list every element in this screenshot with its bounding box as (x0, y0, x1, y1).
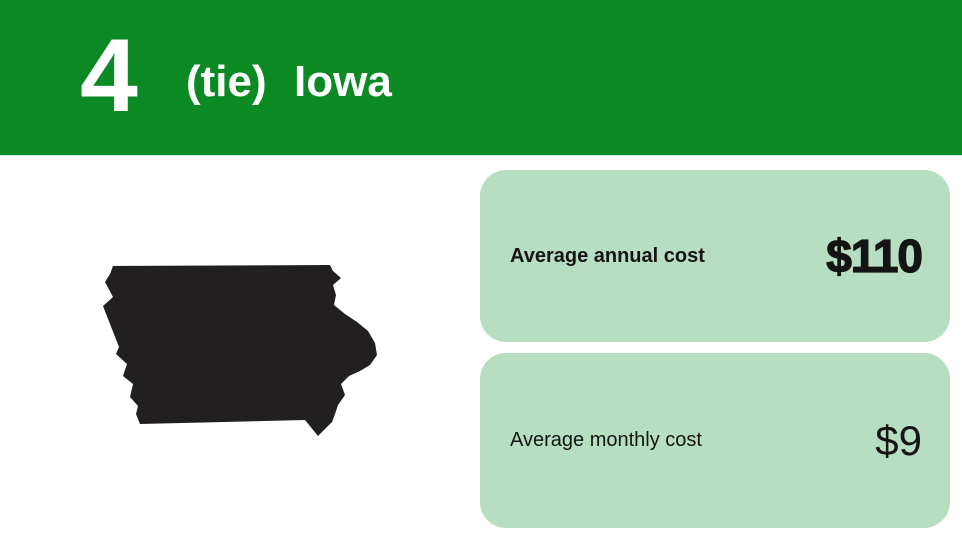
rank-banner: 4 (tie) Iowa (0, 0, 962, 156)
state-name: Iowa (294, 57, 392, 106)
rank-tie-qualifier: (tie) (186, 57, 267, 106)
stat-card-annual-cost: Average annual cost $110 (480, 170, 950, 342)
monthly-cost-value: $9 (875, 416, 922, 464)
annual-cost-value: $110 (826, 229, 924, 282)
rank-number: 4 (80, 18, 138, 134)
annual-cost-label: Average annual cost (510, 244, 705, 267)
stat-card-monthly-cost: Average monthly cost $9 (480, 353, 950, 528)
iowa-silhouette (103, 265, 377, 436)
monthly-cost-label: Average monthly cost (510, 429, 702, 451)
iowa-state-map-icon (103, 265, 377, 436)
